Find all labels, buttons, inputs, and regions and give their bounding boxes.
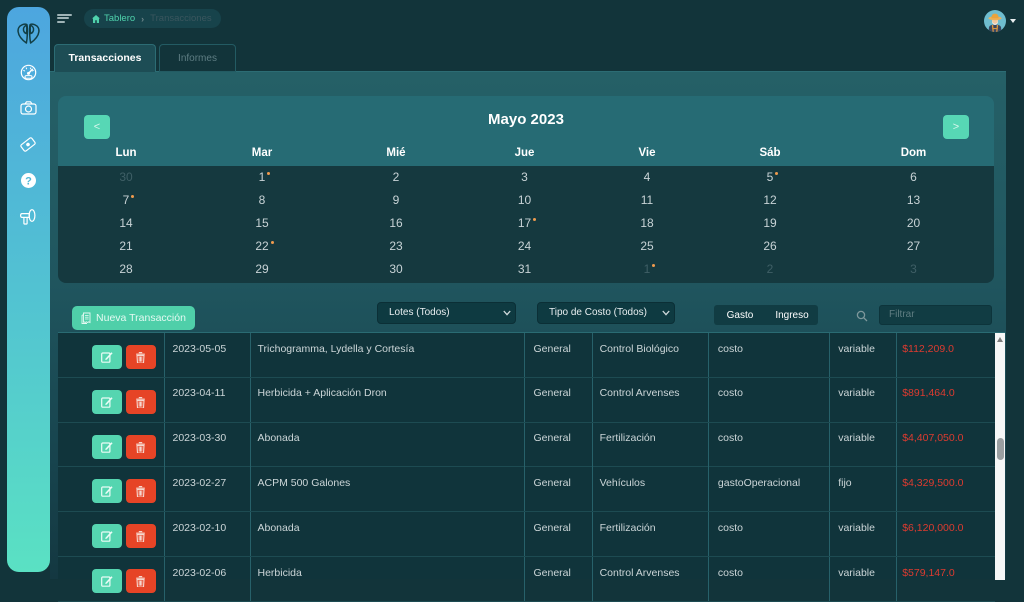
svg-text:?: ?: [25, 175, 32, 187]
